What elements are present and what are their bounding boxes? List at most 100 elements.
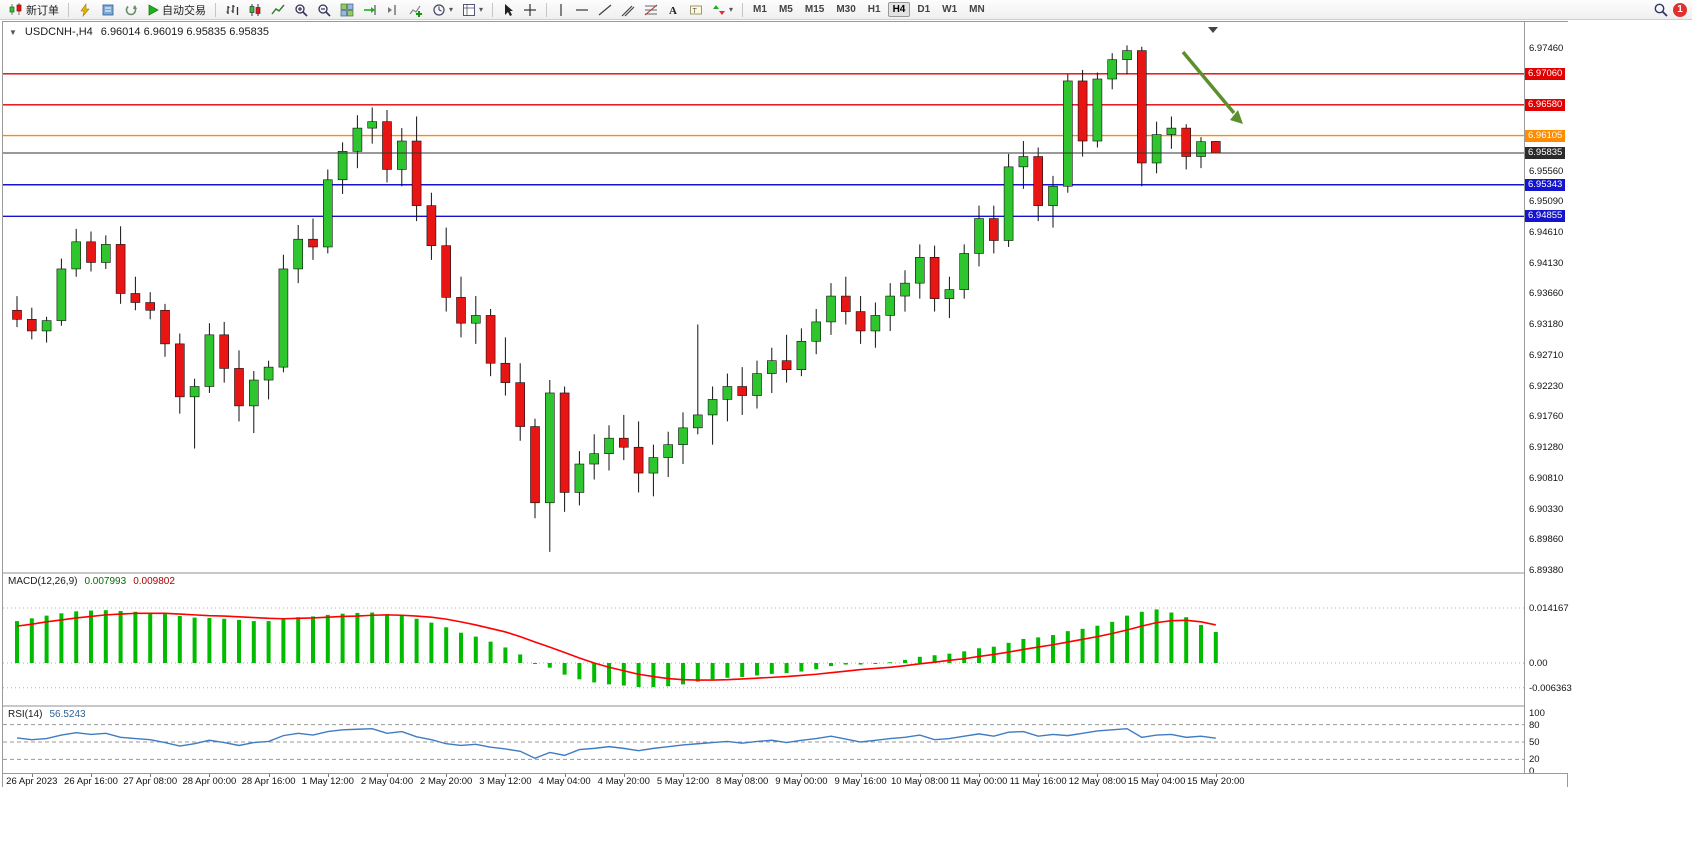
macd-histogram-bar — [281, 619, 286, 663]
time-axis-label: 2 May 04:00 — [360, 776, 414, 787]
timeframe-button-m30[interactable]: M30 — [836, 4, 856, 15]
price-line-tag: 6.97060 — [1525, 67, 1566, 80]
macd-histogram-bar — [947, 653, 952, 663]
text-label-tool-button[interactable]: T — [685, 1, 707, 19]
price-scale[interactable]: 6.97460 6.95560 6.95090 6.94610 6.94130 6.936… — [1524, 22, 1572, 777]
candle-body — [1107, 59, 1117, 80]
candle-body — [322, 179, 333, 248]
horizontal-line-tool-button[interactable] — [571, 1, 593, 19]
time-axis-tick — [1215, 774, 1217, 777]
autotrading-button[interactable]: 自动交易 — [143, 1, 210, 19]
candle-body — [1033, 156, 1043, 206]
macd-histogram-bar — [399, 615, 404, 663]
macd-main-value: 0.007993 — [84, 576, 127, 587]
macd-histogram-bar — [1080, 628, 1085, 663]
auto-scroll-button[interactable] — [359, 1, 381, 19]
timeframe-button-m1[interactable]: M1 — [753, 4, 767, 15]
candle-body — [988, 218, 999, 241]
candle-body — [456, 297, 466, 324]
macd-histogram-bar — [355, 612, 360, 663]
trend-arrow-annotation[interactable] — [1181, 50, 1236, 115]
chart-shift-button[interactable] — [382, 1, 404, 19]
candle-body — [308, 238, 318, 248]
candle-body — [530, 426, 540, 504]
line-chart-button[interactable] — [267, 1, 289, 19]
time-axis-label: 5 May 12:00 — [656, 776, 710, 787]
timeframe-button-h1[interactable]: H1 — [867, 4, 881, 15]
candle-body — [234, 368, 244, 407]
auto-scroll-icon — [364, 4, 376, 15]
channel-tool-button[interactable] — [617, 1, 639, 19]
time-axis-tick — [91, 774, 92, 777]
macd-histogram-bar — [503, 647, 508, 663]
cursor-tool-button[interactable] — [498, 1, 518, 19]
time-axis-label: 15 May 04:00 — [1127, 776, 1186, 787]
macd-histogram-bar — [769, 663, 774, 674]
rsi-indicator-label: RSI(14) 56.5243 — [8, 709, 86, 720]
macd-axis-label: 0.014167 — [1529, 603, 1569, 614]
periods-button[interactable]: ▾ — [428, 1, 457, 19]
macd-histogram-bar — [251, 621, 256, 663]
vertical-line-tool-button[interactable] — [552, 1, 570, 19]
time-axis-tick — [150, 774, 152, 777]
crosshair-tool-button[interactable] — [519, 1, 541, 19]
macd-histogram-bar — [784, 663, 789, 674]
candle-body — [944, 289, 955, 299]
zoom-out-button[interactable] — [313, 1, 335, 19]
macd-histogram-bar — [1169, 612, 1174, 663]
notification-badge[interactable]: 1 — [1673, 2, 1687, 17]
candlestick-chart-button[interactable] — [244, 1, 266, 19]
chart-shift-marker[interactable] — [1208, 27, 1218, 33]
indicators-button[interactable] — [405, 1, 427, 19]
timeframe-button-h4[interactable]: H4 — [887, 2, 911, 17]
collapse-triangle-icon[interactable]: ▼ — [9, 27, 17, 37]
price-axis-label: 6.91760 — [1529, 411, 1564, 423]
market-watch-button[interactable] — [97, 1, 119, 19]
macd-histogram-bar — [266, 621, 271, 663]
timeframe-button-mn[interactable]: MN — [969, 4, 985, 15]
time-scale[interactable]: 26 Apr 2023 26 Apr 16:00 27 Apr 08:00 28 Ap… — [3, 773, 1567, 787]
macd-histogram-bar — [607, 663, 611, 685]
time-axis-tick — [1038, 774, 1040, 777]
tile-windows-button[interactable] — [336, 1, 358, 19]
timeframe-button-m15[interactable]: M15 — [804, 4, 825, 15]
macd-histogram-bar — [962, 651, 967, 663]
timeframe-button-w1[interactable]: W1 — [942, 4, 958, 15]
zoom-in-button[interactable] — [290, 1, 312, 19]
candle-body — [870, 315, 881, 332]
rsi-axis-label: 20 — [1529, 754, 1540, 766]
time-axis-label: 28 Apr 16:00 — [241, 776, 296, 787]
timeframe-button-m5[interactable]: M5 — [778, 4, 793, 15]
bar-chart-button[interactable] — [221, 1, 243, 19]
candle-body — [559, 392, 570, 493]
templates-button[interactable]: ▾ — [458, 1, 487, 19]
candle-body — [589, 453, 600, 465]
time-axis-label: 4 May 20:00 — [597, 776, 650, 787]
refresh-button[interactable] — [120, 1, 142, 19]
time-axis-label: 28 Apr 00:00 — [182, 776, 237, 787]
candle-body — [1181, 127, 1191, 157]
candle-body — [1092, 78, 1103, 142]
new-order-button[interactable]: 新订单 — [5, 1, 63, 19]
search-button[interactable] — [1649, 1, 1672, 19]
price-line-tag: 6.95343 — [1525, 178, 1566, 191]
text-tool-button[interactable]: A — [663, 1, 684, 19]
chart-canvas[interactable] — [3, 22, 1524, 773]
timeframe-button-d1[interactable]: D1 — [917, 4, 931, 15]
svg-text:T: T — [693, 7, 698, 14]
price-axis-label: 6.95560 — [1529, 165, 1564, 177]
candle-body — [929, 257, 940, 299]
metaeditor-button[interactable] — [74, 1, 96, 19]
price-line-tag: 6.96105 — [1525, 129, 1566, 142]
macd-histogram-bar — [103, 610, 108, 663]
arrows-tool-button[interactable]: ▾ — [708, 1, 737, 19]
macd-histogram-bar — [237, 619, 241, 663]
trend-arrow-head — [1230, 110, 1243, 124]
trendline-tool-button[interactable] — [594, 1, 616, 19]
fibonacci-tool-button[interactable] — [640, 1, 662, 19]
rsi-axis-label: 50 — [1529, 737, 1540, 748]
trendline-icon — [598, 4, 612, 15]
macd-histogram-bar — [681, 663, 685, 685]
candle-body — [781, 360, 792, 371]
macd-histogram-bar — [651, 663, 656, 688]
